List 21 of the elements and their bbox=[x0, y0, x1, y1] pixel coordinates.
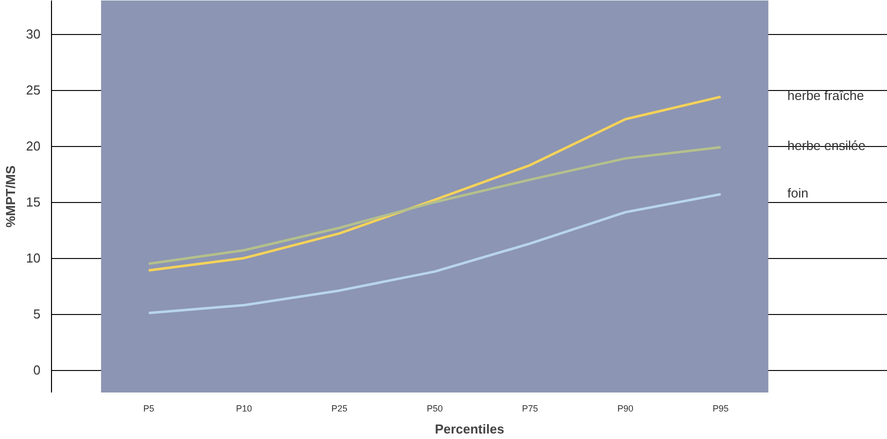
line-series bbox=[147, 96, 722, 272]
x-tick-label: P50 bbox=[426, 404, 443, 414]
x-tick-label: P75 bbox=[522, 404, 538, 414]
text: herbe fraîche bbox=[787, 88, 864, 103]
x-tick-label: P90 bbox=[617, 404, 634, 414]
x-tick-label: P25 bbox=[331, 404, 348, 414]
y-tick-label: 20 bbox=[26, 138, 41, 154]
y-axis-title: %MPT/MS bbox=[3, 165, 18, 228]
x-tick-label: P5 bbox=[143, 404, 154, 414]
text: foin bbox=[787, 185, 808, 200]
y-tick-label: 15 bbox=[26, 194, 41, 210]
y-tick-label: 10 bbox=[26, 250, 41, 266]
y-tick-label: 30 bbox=[26, 26, 41, 42]
y-tick-label: 0 bbox=[33, 362, 41, 378]
y-tick-label: 5 bbox=[33, 306, 41, 322]
x-tick-label: P10 bbox=[236, 404, 252, 414]
line-series bbox=[147, 146, 722, 265]
line-series bbox=[147, 193, 722, 314]
x-axis-title: Percentiles bbox=[434, 422, 504, 436]
y-tick-label: 25 bbox=[26, 82, 41, 98]
x-tick-label: P95 bbox=[712, 404, 729, 414]
